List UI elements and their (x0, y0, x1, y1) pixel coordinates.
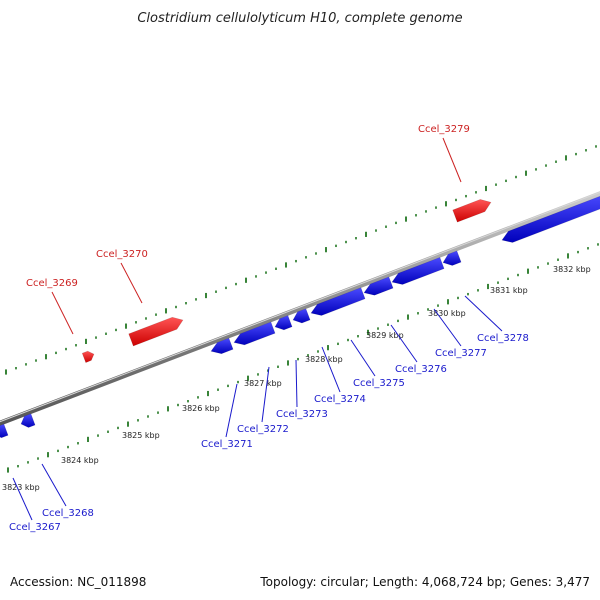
gene-ccel-3275[interactable] (310, 287, 366, 316)
gene-reverse-edge[interactable] (501, 194, 600, 243)
tick-label: 3829 kbp (366, 331, 404, 340)
gene-shapes (0, 194, 600, 439)
tick-labels: 3823 kbp 3824 kbp 3825 kbp 3826 kbp 3827 kbp… (2, 265, 591, 492)
gene-leader-line (433, 308, 462, 347)
gene-label[interactable]: Ccel_3279 (418, 124, 470, 135)
gene-leader-line (120, 262, 143, 304)
gene-label[interactable]: Ccel_3271 (201, 439, 253, 450)
tick-label: 3825 kbp (122, 431, 160, 440)
tick-label: 3823 kbp (2, 483, 40, 492)
tick-label: 3826 kbp (182, 404, 220, 413)
gene-ccel-3271[interactable] (210, 337, 234, 355)
map-title: Clostridium cellulolyticum H10, complete… (137, 11, 462, 26)
gene-leader-line (350, 339, 376, 377)
gene-leader-lines (12, 137, 503, 521)
gene-ccel-3270[interactable] (128, 316, 184, 347)
gene-leader-line (12, 477, 33, 521)
genome-backbone (0, 191, 600, 426)
genome-backbone-highlight (0, 191, 600, 423)
gene-label[interactable]: Ccel_3275 (353, 378, 405, 389)
gene-ccel-3278[interactable] (442, 250, 462, 266)
gene-leader-line (41, 463, 67, 507)
tick-label: 3832 kbp (553, 265, 591, 274)
gene-leader-line (464, 295, 503, 332)
gene-label[interactable]: Ccel_3268 (42, 508, 94, 519)
gene-ccel-3269[interactable] (81, 350, 95, 363)
gene-labels: Ccel_3269 Ccel_3270 Ccel_3279 Ccel_3267 Ccel… (9, 124, 529, 533)
gene-label[interactable]: Ccel_3277 (435, 348, 487, 359)
gene-ccel-3276[interactable] (363, 276, 394, 296)
genome-summary-label: Topology: circular; Length: 4,068,724 bp… (259, 575, 590, 589)
tick-label: 3828 kbp (305, 355, 343, 364)
gene-ccel-3267[interactable] (0, 423, 9, 439)
tick-rows (5, 145, 599, 473)
gene-ccel-3268[interactable] (20, 413, 36, 428)
gene-ccel-3274[interactable] (292, 308, 311, 324)
gene-label[interactable]: Ccel_3272 (237, 424, 289, 435)
tick-label: 3824 kbp (61, 456, 99, 465)
gene-leader-line (51, 291, 74, 335)
gene-ccel-3279[interactable] (452, 199, 492, 223)
accession-label: Accession: NC_011898 (10, 575, 146, 589)
gene-label[interactable]: Ccel_3267 (9, 522, 61, 533)
gene-label[interactable]: Ccel_3273 (276, 409, 328, 420)
gene-leader-line (442, 137, 462, 183)
gene-ccel-3277[interactable] (391, 257, 445, 285)
gene-ccel-3272[interactable] (233, 321, 276, 346)
gene-label[interactable]: Ccel_3276 (395, 364, 447, 375)
tick-label: 3831 kbp (490, 286, 528, 295)
tick-label: 3830 kbp (428, 309, 466, 318)
gene-ccel-3273[interactable] (274, 315, 293, 331)
tick-label: 3827 kbp (244, 379, 282, 388)
gene-label[interactable]: Ccel_3274 (314, 394, 366, 405)
gene-label[interactable]: Ccel_3269 (26, 278, 78, 289)
gene-leader-line (261, 366, 270, 423)
gene-label[interactable]: Ccel_3270 (96, 249, 148, 260)
gene-leader-line (390, 324, 418, 363)
gene-label[interactable]: Ccel_3278 (477, 333, 529, 344)
gene-leader-line (321, 346, 341, 393)
gene-leader-line (225, 383, 238, 438)
gene-leader-line (295, 359, 298, 408)
